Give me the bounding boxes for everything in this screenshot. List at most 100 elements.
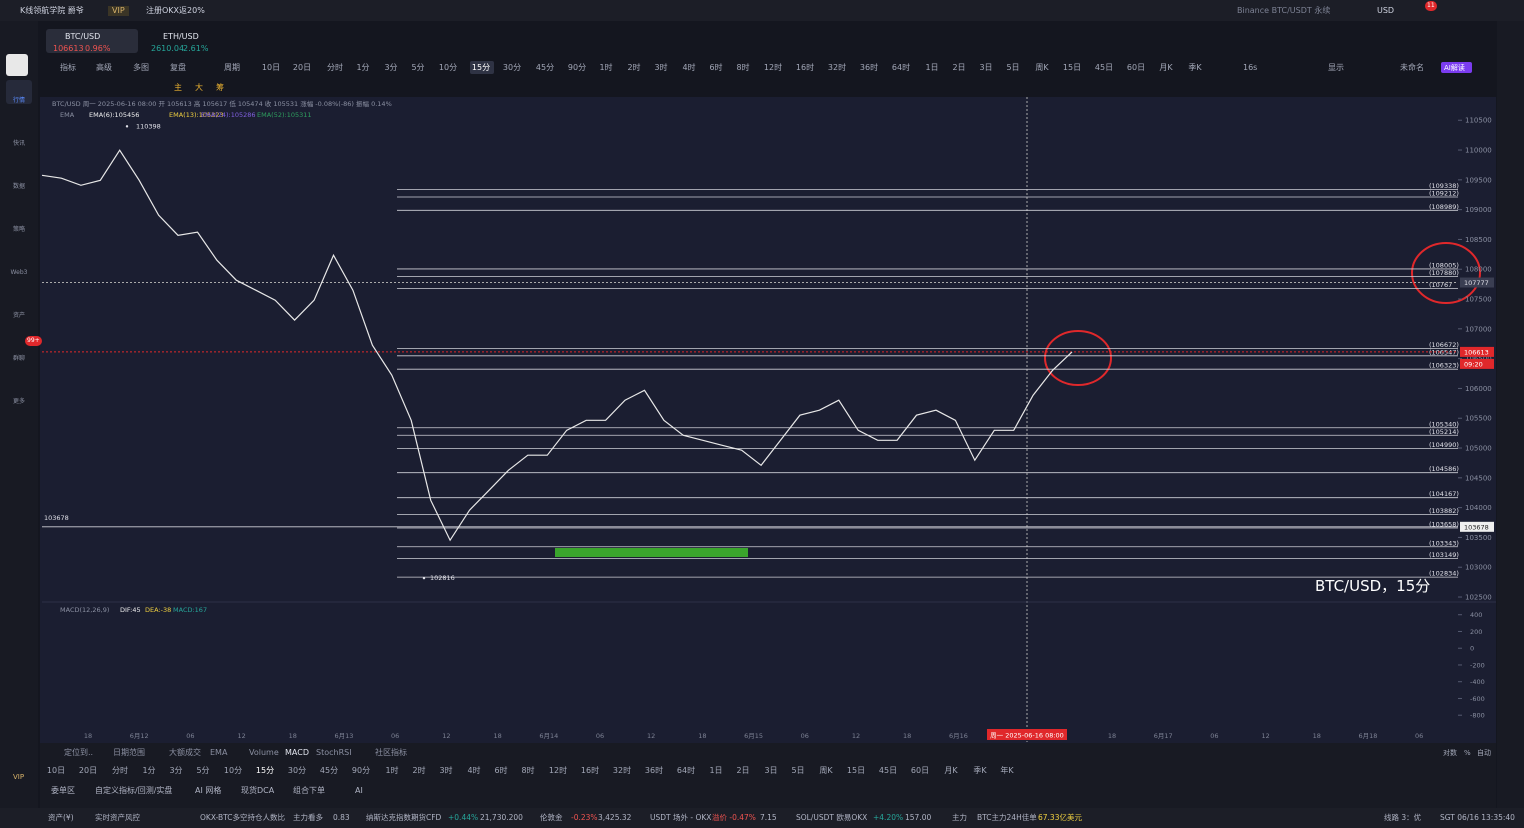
timeframe[interactable]: 月K [1159, 63, 1173, 72]
timeframe[interactable]: 45日 [1094, 63, 1114, 72]
bottom-timeframe[interactable]: 1时 [385, 766, 399, 775]
draw-tool[interactable]: 主 [174, 83, 182, 92]
bottom-timeframe[interactable]: 月K [944, 766, 958, 775]
bottom-timeframe[interactable]: 3时 [439, 766, 453, 775]
vip[interactable]: VIP [13, 773, 25, 781]
bottom-timeframe[interactable]: 45分 [319, 766, 339, 775]
sidebar-item[interactable]: 策略 [12, 226, 26, 233]
tool[interactable]: 现货DCA [241, 786, 275, 795]
bottom-tab[interactable]: 定位到.. [64, 748, 94, 757]
timeframe[interactable]: 10日 [261, 63, 281, 72]
scale-option[interactable]: 自动 [1477, 749, 1491, 757]
timeframe[interactable]: 3分 [384, 63, 398, 72]
bottom-tab[interactable]: 大额成交 [169, 748, 201, 757]
bottom-timeframe[interactable]: 20日 [78, 766, 98, 775]
sidebar-item[interactable]: 数据 [12, 183, 26, 190]
toolbar-right[interactable]: AI解读 [1444, 64, 1465, 72]
search[interactable]: Binance BTC/USDT 永续 [1237, 6, 1331, 15]
bottom-timeframe[interactable]: 10分 [223, 766, 243, 775]
ai-button[interactable] [1441, 62, 1472, 73]
timeframe[interactable]: 3日 [979, 63, 993, 72]
bottom-tab[interactable]: EMA [210, 748, 228, 757]
bottom-timeframe[interactable]: 36时 [644, 766, 664, 775]
scale-option[interactable]: 对数 [1443, 749, 1457, 757]
bottom-timeframe[interactable]: 5分 [196, 766, 210, 775]
timeframe[interactable]: 1分 [356, 63, 370, 72]
timeframe[interactable]: 6时 [709, 63, 723, 72]
timeframe[interactable]: 20日 [292, 63, 312, 72]
bottom-timeframe[interactable]: 季K [973, 766, 987, 775]
tool[interactable]: AI 网格 [195, 786, 222, 795]
bottom-tab[interactable]: 日期范围 [113, 748, 145, 757]
draw-tool[interactable]: 筹 [216, 83, 224, 92]
timeframe[interactable]: 2时 [627, 63, 641, 72]
bottom-timeframe[interactable]: 10日 [46, 766, 66, 775]
timeframe[interactable]: 5分 [411, 63, 425, 72]
tool[interactable]: 组合下单 [293, 786, 325, 795]
toolbar-item[interactable]: 高级 [96, 63, 112, 72]
timeframe[interactable]: 32时 [827, 63, 847, 72]
tool[interactable]: 自定义指标/回测/实盘 [95, 786, 173, 795]
sidebar-item[interactable]: 快讯 [12, 140, 26, 147]
timeframe[interactable]: 3时 [654, 63, 668, 72]
timeframe[interactable]: 90分 [567, 63, 587, 72]
timeframe[interactable]: 10分 [438, 63, 458, 72]
timeframe[interactable]: 45分 [535, 63, 555, 72]
timeframe[interactable]: 2日 [952, 63, 966, 72]
bottom-timeframe[interactable]: 周K [819, 766, 833, 775]
bottom-tab[interactable]: StochRSI [316, 748, 352, 757]
bottom-timeframe[interactable]: 1日 [709, 766, 723, 775]
bottom-timeframe[interactable]: 5日 [791, 766, 805, 775]
bottom-timeframe[interactable]: 12时 [548, 766, 568, 775]
bottom-timeframe[interactable]: 8时 [521, 766, 535, 775]
bottom-timeframe[interactable]: 15分 [255, 766, 275, 775]
sidebar-active[interactable] [6, 80, 32, 104]
bottom-timeframe[interactable]: 3日 [764, 766, 778, 775]
timeframe[interactable]: 16时 [795, 63, 815, 72]
timeframe[interactable]: 36时 [859, 63, 879, 72]
timeframe[interactable]: 分时 [327, 63, 343, 72]
timeframe[interactable]: 5日 [1006, 63, 1020, 72]
tool[interactable]: 委单区 [51, 786, 75, 795]
sidebar-item[interactable]: 群聊 [12, 355, 26, 362]
active-tab[interactable] [46, 29, 138, 53]
bottom-timeframe[interactable]: 32时 [612, 766, 632, 775]
timeframe[interactable]: 季K [1188, 63, 1202, 72]
promo[interactable]: 注册OKX返20% [146, 6, 205, 15]
bottom-timeframe[interactable]: 15日 [846, 766, 866, 775]
bottom-timeframe[interactable]: 90分 [351, 766, 371, 775]
bottom-timeframe[interactable]: 1分 [142, 766, 156, 775]
sidebar-item[interactable]: Web3 [10, 269, 28, 276]
timeframe[interactable]: 64时 [891, 63, 911, 72]
bottom-timeframe[interactable]: 2时 [412, 766, 426, 775]
bottom-tab[interactable]: MACD [285, 748, 309, 757]
toolbar-right[interactable]: 未命名 [1400, 63, 1424, 72]
avatar[interactable] [6, 54, 28, 76]
timeframe[interactable]: 1日 [925, 63, 939, 72]
timeframe[interactable]: 周K [1035, 63, 1049, 72]
bottom-tab[interactable]: 社区指标 [375, 748, 407, 757]
timeframe[interactable]: 1时 [599, 63, 613, 72]
toolbar-right[interactable]: 16s [1243, 63, 1258, 72]
tab-symbol[interactable]: BTC/USD [65, 32, 101, 41]
bottom-timeframe[interactable]: 6时 [494, 766, 508, 775]
tool[interactable]: AI [355, 786, 363, 795]
timeframe[interactable]: 15分 [471, 63, 491, 72]
toolbar-item[interactable]: 周期 [224, 63, 240, 72]
bottom-timeframe[interactable]: 30分 [287, 766, 307, 775]
toolbar-right[interactable]: 显示 [1328, 63, 1344, 72]
draw-tool[interactable]: 大 [195, 83, 203, 92]
sidebar-item[interactable]: 行情 [12, 97, 26, 104]
bottom-tab[interactable]: Volume [249, 748, 279, 757]
timeframe[interactable]: 30分 [502, 63, 522, 72]
bottom-timeframe[interactable]: 分时 [112, 766, 128, 775]
bottom-timeframe[interactable]: 64时 [676, 766, 696, 775]
scale-option[interactable]: % [1464, 749, 1471, 757]
selected-timeframe[interactable] [470, 61, 494, 74]
toolbar-item[interactable]: 多图 [133, 63, 149, 72]
toolbar-item[interactable]: 复盘 [170, 63, 186, 72]
timeframe[interactable]: 4时 [682, 63, 696, 72]
timeframe[interactable]: 8时 [736, 63, 750, 72]
timeframe[interactable]: 60日 [1126, 63, 1146, 72]
bottom-timeframe[interactable]: 60日 [910, 766, 930, 775]
